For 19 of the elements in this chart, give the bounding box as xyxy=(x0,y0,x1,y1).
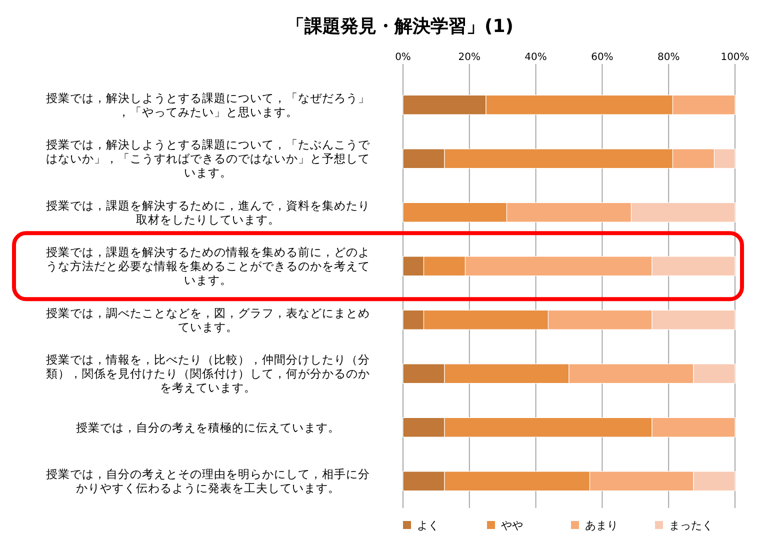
y-tick-label: 授業では，課題を解決するための情報を集める前に，どのような方法だと必要な情報を集めることができるのかを考えています。 xyxy=(46,245,370,288)
x-tick-label: 40% xyxy=(524,52,547,63)
legend-label: まったく xyxy=(669,519,713,532)
x-tick-label: 0% xyxy=(395,52,411,63)
x-tick-label: 100% xyxy=(720,52,750,63)
y-tick-label: 授業では，自分の考えを積極的に伝えています。 xyxy=(76,420,340,434)
chart-title: 「課題発見・解決学習」(1) xyxy=(286,16,514,37)
y-tick-label: 授業では，課題を解決するために，進んで，資料を集めたり取材をしたりしています。 xyxy=(46,198,370,226)
x-tick-label: 20% xyxy=(458,52,481,63)
y-tick-label: 授業では，調べたことなどを，図，グラフ，表などにまとめています。 xyxy=(46,306,370,334)
x-tick-label: 80% xyxy=(657,52,680,63)
y-tick-label: 授業では，解決しようとする課題について，「たぶんこうではないか」，「こうすればできるのではないか」と予想しています。 xyxy=(46,138,371,180)
x-tick-label: 60% xyxy=(591,52,614,63)
y-tick-label: 授業では，解決しようとする課題について，「なぜだろう」，「やってみたい」と思います。 xyxy=(46,90,370,119)
legend-label: よく xyxy=(417,519,439,532)
y-tick-label: 授業では，情報を，比べたり（比較），仲間分けしたり（分類），関係を見付けたり（関係付け）して，何が分かるのかを考えています。 xyxy=(46,352,370,395)
y-tick-label: 授業では，自分の考えとその理由を明らかにして，相手に分かりやすく伝わるように発表を工夫しています。 xyxy=(46,467,370,496)
legend-label: やや xyxy=(501,519,523,532)
legend-label: あまり xyxy=(585,519,618,532)
